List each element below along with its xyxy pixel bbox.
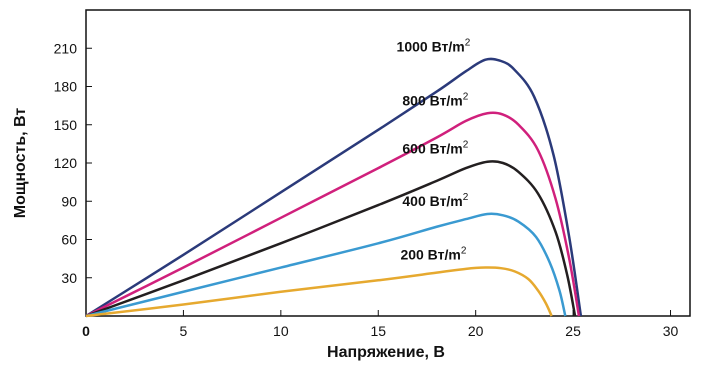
y-axis-title: Мощность, Вт [12,108,29,219]
series-line-3 [85,212,567,318]
series-line-2 [85,160,577,318]
x-axis-title: Напряжение, В [327,344,445,361]
y-tick-label: 120 [54,155,78,171]
series-line-0 [85,57,583,318]
x-tick-label: 15 [370,323,386,339]
curves-layer [85,57,583,318]
x-tick-label: 30 [663,323,679,339]
x-tick-label: 5 [180,323,188,339]
y-axis: 30 60 90 120 150 180 210 [54,40,92,286]
y-tick-label: 180 [54,79,78,95]
series-label-2: 600 Вт/m2 [402,140,468,157]
series-label-0: 1000 Вт/m2 [397,38,471,55]
curve-labels-layer: 1000 Вт/m2 800 Вт/m2 600 Вт/m2 400 Вт/m2 200… [397,38,471,263]
y-tick-label: 30 [61,270,77,286]
x-tick-label: 0 [82,323,90,339]
series-label-1: 800 Вт/m2 [402,91,468,108]
series-label-3: 400 Вт/m2 [402,192,468,209]
y-tick-label: 150 [54,117,78,133]
y-tick-label: 90 [61,193,77,209]
y-tick-label: 60 [61,232,77,248]
series-line-4 [85,266,553,318]
x-axis: 0 5 10 15 20 25 30 [82,310,679,339]
y-tick-label: 210 [54,40,78,56]
x-tick-label: 20 [468,323,484,339]
series-label-4: 200 Вт/m2 [400,246,466,263]
x-tick-label: 25 [565,323,581,339]
x-tick-label: 10 [273,323,289,339]
series-line-1 [85,111,581,318]
